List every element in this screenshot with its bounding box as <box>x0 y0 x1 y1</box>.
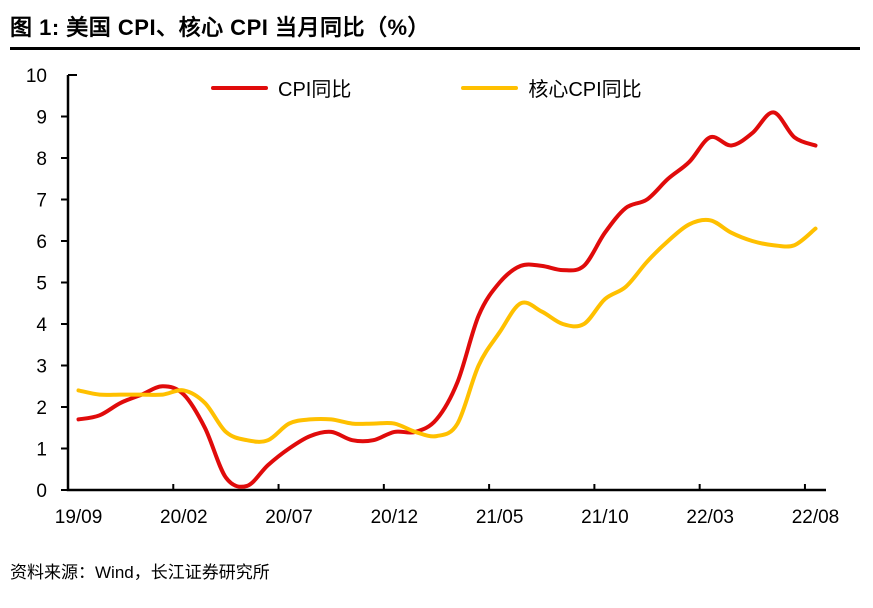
x-tick-label: 20/12 <box>371 507 419 528</box>
y-tick-label: 10 <box>26 66 47 87</box>
source-note: 资料来源：Wind，长江证券研究所 <box>10 563 270 582</box>
x-tick-label: 20/02 <box>160 507 208 528</box>
core-cpi-line-swatch <box>461 85 519 90</box>
y-tick-label: 4 <box>36 315 47 336</box>
title-divider <box>10 47 860 50</box>
y-tick-label: 7 <box>36 191 47 212</box>
y-tick-label: 0 <box>36 481 47 502</box>
x-tick-label: 22/08 <box>792 507 840 528</box>
x-tick-label: 20/07 <box>265 507 313 528</box>
y-tick-label: 3 <box>36 357 47 378</box>
y-tick-label: 6 <box>36 232 47 253</box>
legend-item-core-cpi: 核心CPI同比 <box>461 73 642 102</box>
legend-label-cpi: CPI同比 <box>278 79 352 101</box>
x-tick-label: 21/10 <box>581 507 629 528</box>
y-tick-label: 2 <box>36 398 47 419</box>
y-tick-label: 9 <box>36 108 47 129</box>
legend-item-cpi: CPI同比 <box>211 73 351 102</box>
y-tick-label: 5 <box>36 274 47 295</box>
y-tick-label: 1 <box>36 440 47 461</box>
legend-label-core-cpi: 核心CPI同比 <box>528 79 642 101</box>
core-cpi-yoy-line <box>76 217 818 444</box>
x-tick-label: 22/03 <box>686 507 734 528</box>
page-title: 图 1: 美国 CPI、核心 CPI 当月同比（%） <box>10 15 431 40</box>
x-tick-label: 21/05 <box>476 507 524 528</box>
y-tick-label: 8 <box>36 149 47 170</box>
chart-legend: CPI同比 核心CPI同比 <box>211 73 642 102</box>
x-tick-label: 19/09 <box>55 507 103 528</box>
cpi-line-swatch <box>211 85 268 90</box>
cpi-yoy-line <box>76 110 818 489</box>
